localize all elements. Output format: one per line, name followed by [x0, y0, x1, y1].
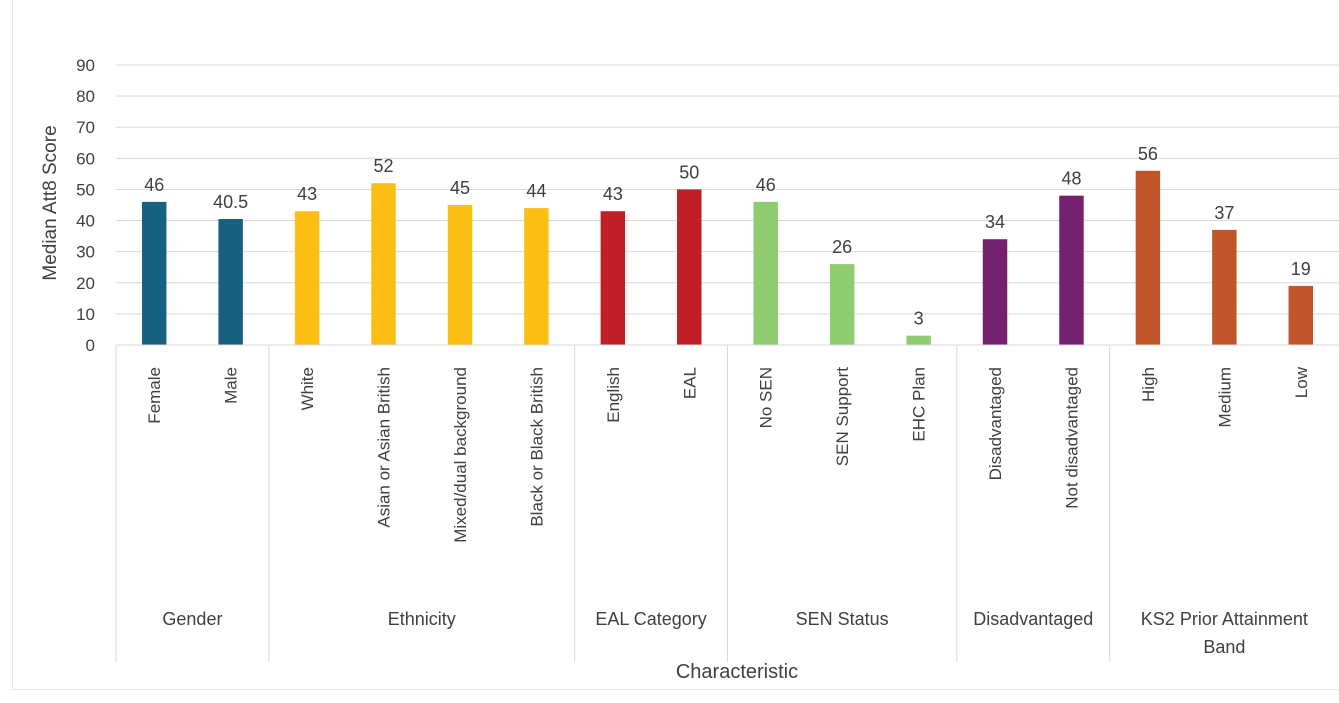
- chart-frame: [12, 0, 1339, 690]
- bar: [141, 201, 167, 345]
- x-tick-label: Medium: [1215, 367, 1234, 427]
- x-tick-label: Male: [222, 367, 241, 404]
- x-tick-label: Asian or Asian British: [375, 367, 394, 528]
- data-label: 37: [1214, 203, 1234, 223]
- y-tick-label: 30: [76, 243, 95, 262]
- data-label: 46: [756, 175, 776, 195]
- data-label: 48: [1061, 169, 1081, 189]
- bar: [447, 205, 473, 345]
- bar: [524, 208, 549, 345]
- y-tick-label: 60: [76, 149, 95, 168]
- x-tick-label: Low: [1292, 366, 1311, 398]
- data-label: 43: [603, 184, 623, 204]
- bar: [1212, 229, 1237, 345]
- y-axis: 0 10 20 30 40 50 60 70 80 90: [76, 56, 95, 355]
- x-axis-title: Characteristic: [676, 661, 798, 683]
- data-labels: 46 40.5 43 52 45 44 43 50 46 26 3 34 48 56 37 19: [144, 144, 1311, 329]
- y-tick-label: 90: [76, 56, 95, 75]
- y-tick-label: 70: [76, 118, 95, 137]
- group-label: SEN Status: [796, 609, 889, 629]
- x-tick-label: White: [298, 367, 317, 410]
- x-tick-label: EAL: [680, 367, 699, 399]
- bar: [677, 189, 702, 345]
- group-label: Gender: [162, 609, 222, 629]
- group-label: EAL Category: [595, 609, 706, 629]
- data-label: 46: [144, 175, 164, 195]
- y-tick-label: 50: [76, 180, 95, 199]
- x-tick-label: No SEN: [757, 367, 776, 428]
- bar: [829, 264, 855, 345]
- y-axis-title: Median Att8 Score: [40, 125, 61, 280]
- x-tick-label: Black or Black British: [527, 367, 546, 527]
- data-label: 40.5: [213, 192, 248, 212]
- y-tick-label: 80: [76, 87, 95, 106]
- y-tick-label: 20: [76, 274, 95, 293]
- y-tick-label: 0: [86, 336, 95, 355]
- x-tick-label: Not disadvantaged: [1062, 367, 1081, 509]
- x-tick-label: Disadvantaged: [986, 367, 1005, 480]
- data-label: 26: [832, 237, 852, 257]
- bar: [1135, 170, 1161, 345]
- data-label: 43: [297, 184, 317, 204]
- data-label: 45: [450, 178, 470, 198]
- x-tick-label: EHC Plan: [910, 367, 929, 442]
- x-tick-label: SEN Support: [833, 367, 852, 466]
- bar: [371, 183, 396, 345]
- data-label: 52: [374, 156, 394, 176]
- data-label: 3: [914, 309, 924, 329]
- bars: [141, 170, 1314, 345]
- gridlines: [116, 64, 1339, 315]
- bar: [600, 211, 626, 345]
- x-tick-label: High: [1139, 367, 1158, 402]
- bar: [1059, 195, 1084, 345]
- bar: [906, 335, 931, 345]
- bar: [753, 201, 778, 345]
- data-label: 56: [1138, 144, 1158, 164]
- bar: [1288, 285, 1314, 345]
- data-label: 19: [1291, 259, 1311, 279]
- data-label: 44: [526, 181, 546, 201]
- bar: [982, 239, 1008, 345]
- x-tick-label: Female: [145, 367, 164, 424]
- group-label: Disadvantaged: [973, 609, 1093, 629]
- x-tick-label: Mixed/dual background: [451, 367, 470, 543]
- bar: [218, 219, 243, 345]
- y-tick-label: 40: [76, 212, 95, 231]
- y-tick-label: 10: [76, 305, 95, 324]
- data-label: 34: [985, 212, 1005, 232]
- x-tick-label: English: [604, 367, 623, 423]
- group-label: Ethnicity: [388, 609, 456, 629]
- x-axis: Female Male Gender White Asian or Asian Brit…: [115, 344, 1339, 662]
- data-label: 50: [679, 162, 699, 182]
- group-label: KS2 Prior Attainment Band: [1141, 609, 1308, 657]
- bar: [294, 211, 320, 345]
